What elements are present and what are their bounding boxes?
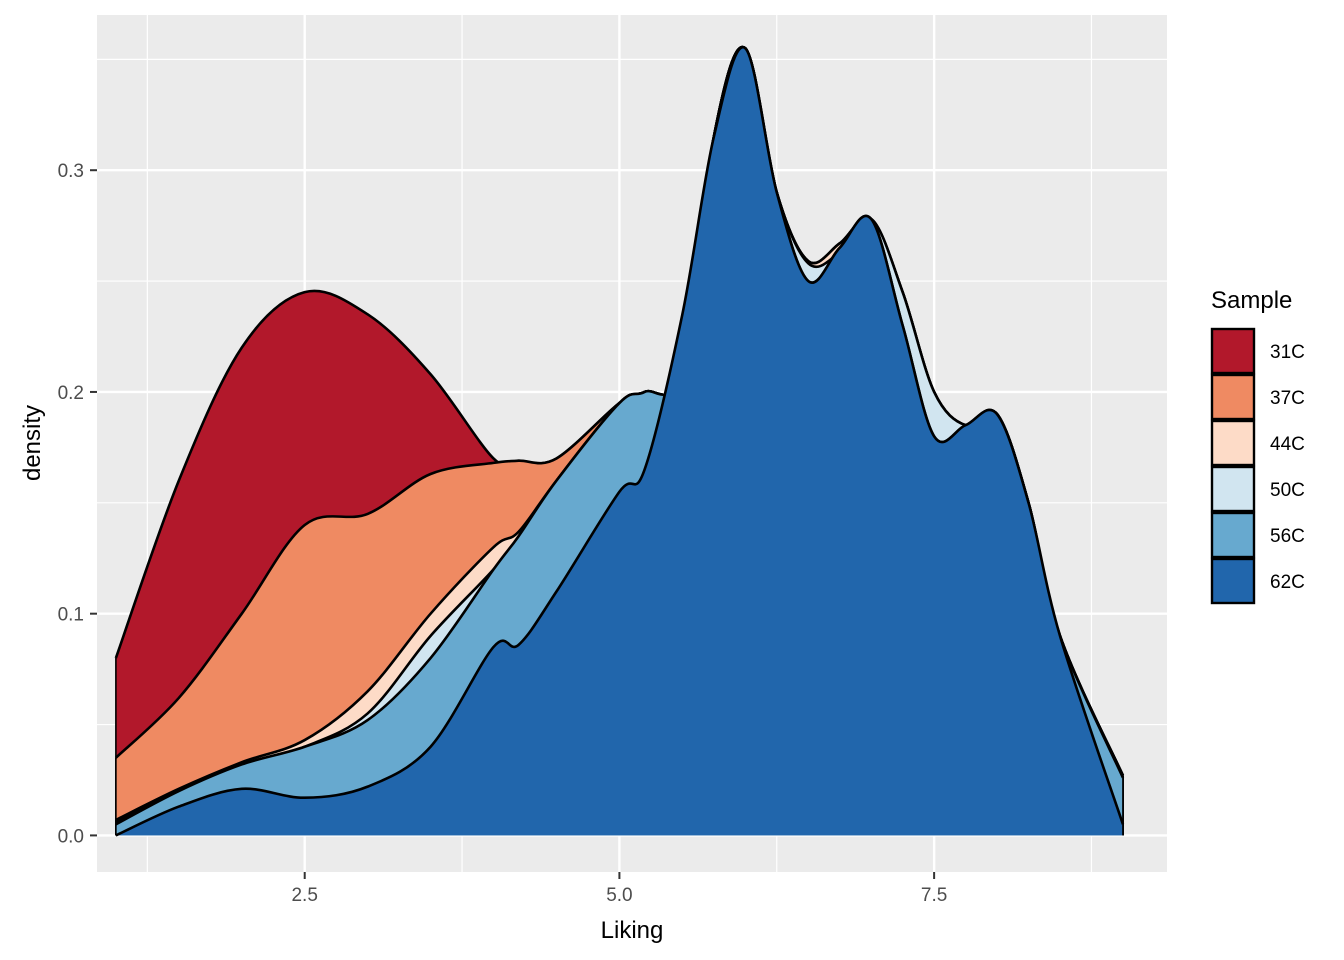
legend-key-31C	[1210, 327, 1256, 375]
legend-label-37C: 37C	[1270, 388, 1305, 409]
x-axis: 2.5 5.0 7.5	[291, 872, 947, 906]
legend-key-56C	[1210, 511, 1256, 559]
x-axis-title: Liking	[601, 917, 664, 944]
y-tick-label: 0.3	[58, 161, 84, 182]
legend-label-31C: 31C	[1270, 342, 1305, 363]
y-axis-title: density	[19, 405, 46, 481]
legend-label-50C: 50C	[1270, 480, 1305, 501]
outline-62C	[115, 45, 1125, 837]
x-tick-label: 5.0	[606, 885, 632, 906]
legend-key-37C	[1210, 373, 1256, 421]
x-tick-label: 7.5	[921, 885, 947, 906]
density-areas	[114, 45, 1125, 837]
legend-label-62C: 62C	[1270, 572, 1305, 593]
legend-title: Sample	[1211, 287, 1292, 314]
x-tick-label: 2.5	[291, 885, 317, 906]
y-tick-label: 0.0	[58, 826, 84, 847]
legend-key-62C	[1210, 557, 1256, 605]
y-tick-label: 0.1	[58, 605, 84, 626]
y-tick-label: 0.2	[58, 383, 84, 404]
legend: Sample 31C 37C 44C 50C 56C 62C	[1210, 287, 1305, 605]
legend-label-56C: 56C	[1270, 526, 1305, 547]
legend-key-50C	[1210, 465, 1256, 513]
y-axis: 0.0 0.1 0.2 0.3	[58, 161, 97, 847]
legend-key-44C	[1210, 419, 1256, 467]
area-62C	[115, 47, 1123, 836]
legend-label-44C: 44C	[1270, 434, 1305, 455]
